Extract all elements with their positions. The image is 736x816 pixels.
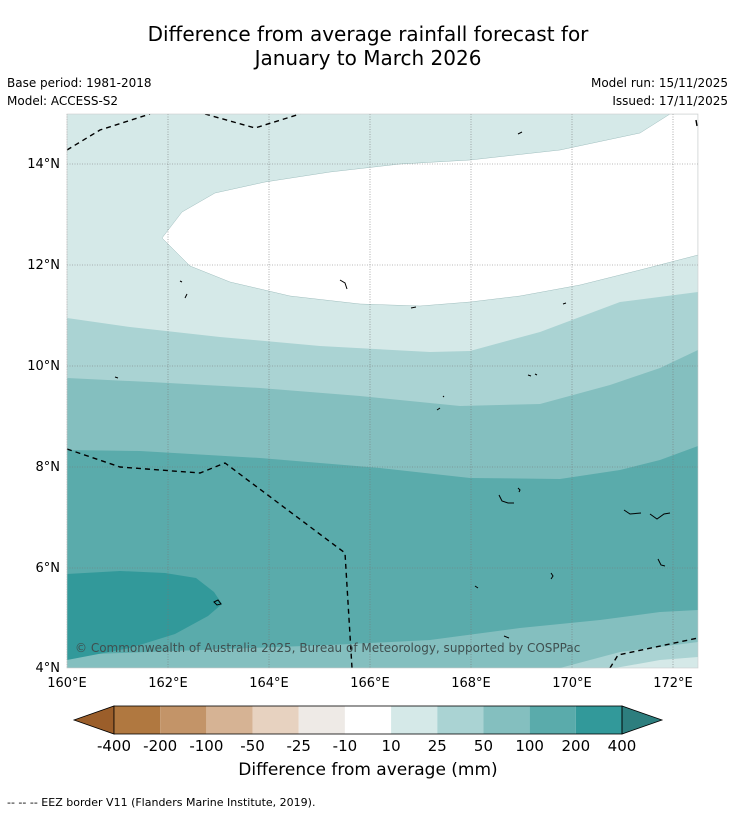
colorbar-swatch <box>344 706 392 734</box>
colorbar-swatch <box>160 706 207 734</box>
colorbar-tick-label: -10 <box>333 737 358 755</box>
fill-200-400 <box>67 571 222 660</box>
lon-label-172e: 172°E <box>653 676 693 691</box>
islands <box>114 131 671 639</box>
colorbar-tick-label: 50 <box>474 737 493 755</box>
lat-label-10n: 10°N <box>27 359 60 374</box>
colorbar-outline <box>113 705 623 735</box>
colorbar-swatch <box>529 706 576 734</box>
copyright-notice: © Commonwealth of Australia 2025, Bureau… <box>75 641 580 655</box>
colorbar-swatch <box>206 706 253 734</box>
lon-label-164e: 164°E <box>249 676 289 691</box>
lat-label-4n: 4°N <box>36 661 61 676</box>
colorbar-tick-label: 100 <box>515 737 544 755</box>
colorbar-tick-label: 200 <box>561 737 590 755</box>
colorbar-swatch <box>114 706 161 734</box>
colorbar-tick-label: -400 <box>97 737 131 755</box>
colorbar-swatch <box>252 706 299 734</box>
colorbar-extend-high <box>621 705 664 735</box>
colorbar: -400 -200 -100 -50 -25 -10 10 25 50 100 200 400 <box>72 705 664 755</box>
lat-label-8n: 8°N <box>36 460 61 475</box>
colorbar-tick-label: 10 <box>382 737 401 755</box>
fill-50-100-south <box>67 610 698 668</box>
lon-label-166e: 166°E <box>350 676 390 691</box>
lon-label-170e: 170°E <box>552 676 592 691</box>
plot-frame <box>66 113 699 669</box>
meta-right: Model run: 15/11/2025 Issued: 17/11/2025 <box>591 74 728 110</box>
model-name: Model: ACCESS-S2 <box>7 94 119 108</box>
lat-label-6n: 6°N <box>36 561 61 576</box>
lat-label-14n: 14°N <box>27 157 60 172</box>
title-line-1: Difference from average rainfall forecas… <box>147 22 589 46</box>
map-title: Difference from average rainfall forecas… <box>0 22 736 70</box>
fill-neutral-region <box>161 114 698 307</box>
lon-label-160e: 160°E <box>47 676 87 691</box>
colorbar-swatch <box>391 706 438 734</box>
colorbar-tick-label: 400 <box>608 737 637 755</box>
colorbar-extend-low <box>72 705 115 735</box>
gridlines <box>66 114 698 668</box>
colorbar-tick-label: 25 <box>428 737 447 755</box>
colorbar-tick-label: -50 <box>240 737 265 755</box>
lon-label-168e: 168°E <box>451 676 491 691</box>
fill-10-25-south <box>615 657 698 668</box>
lon-label-162e: 162°E <box>148 676 188 691</box>
rainfall-map: © Commonwealth of Australia 2025, Bureau… <box>27 113 699 755</box>
colorbar-swatch <box>298 706 345 734</box>
fill-100-200 <box>67 446 698 668</box>
colorbar-title: Difference from average (mm) <box>238 760 498 780</box>
latitude-labels: 14°N 12°N 10°N 8°N 6°N 4°N <box>27 157 60 676</box>
eez-borders <box>67 114 698 668</box>
colorbar-tick-label: -25 <box>286 737 311 755</box>
contour-fills <box>67 114 698 668</box>
base-period: Base period: 1981-2018 <box>7 76 152 90</box>
colorbar-swatch <box>575 706 622 734</box>
eez-footnote: -- -- -- EEZ border V11 (Flanders Marine… <box>7 796 316 809</box>
title-line-2: January to March 2026 <box>254 46 482 70</box>
lat-label-12n: 12°N <box>27 258 60 273</box>
longitude-labels: 160°E 162°E 164°E 166°E 168°E 170°E 172°… <box>47 676 693 691</box>
issued-date: Issued: 17/11/2025 <box>612 94 728 108</box>
meta-left: Base period: 1981-2018 Model: ACCESS-S2 <box>7 74 152 110</box>
model-run: Model run: 15/11/2025 <box>590 76 728 90</box>
colorbar-swatch <box>483 706 530 734</box>
colorbar-swatch <box>437 706 484 734</box>
colorbar-tick-label: -200 <box>143 737 177 755</box>
colorbar-tick-label: -100 <box>189 737 223 755</box>
